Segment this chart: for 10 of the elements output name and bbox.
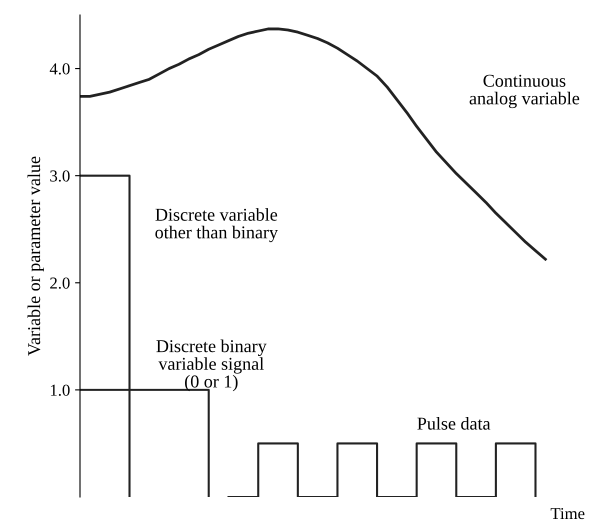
- y-axis-title: Variable or parameter value: [28, 156, 44, 356]
- annotation: Continuous analog variable: [470, 74, 580, 108]
- y-tick-label: 1.0: [50, 384, 70, 396]
- annotation: Discrete binary variable signal (0 or 1): [156, 340, 267, 392]
- y-tick-label: 2.0: [50, 277, 70, 289]
- annotation: Pulse data: [417, 416, 490, 430]
- x-axis-title: Time: [550, 508, 584, 520]
- y-tick-label: 3.0: [50, 170, 70, 182]
- y-tick-label: 4.0: [50, 63, 70, 75]
- annotation: Discrete variable other than binary: [155, 208, 278, 242]
